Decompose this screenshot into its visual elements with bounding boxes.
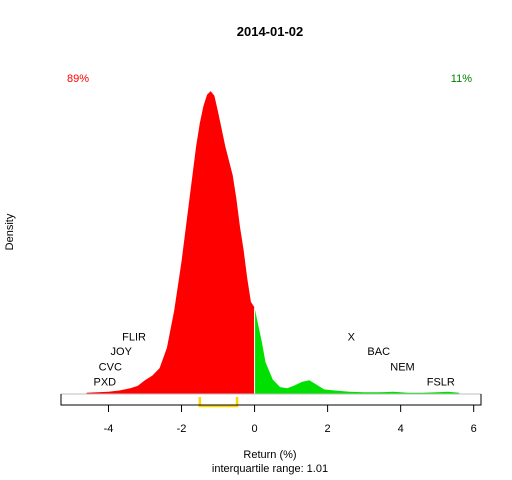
stock-label-x: X bbox=[348, 331, 356, 343]
axis-box bbox=[60, 394, 482, 406]
x-tick-label: -4 bbox=[104, 423, 114, 435]
x-axis: -4 -2 0 2 4 6 bbox=[60, 394, 482, 435]
x-tick-label: 2 bbox=[325, 423, 331, 435]
stock-label-cvc: CVC bbox=[99, 361, 122, 373]
x-tick-label: -2 bbox=[177, 423, 187, 435]
y-axis-label: Density bbox=[4, 213, 16, 250]
x-tick-label: 4 bbox=[398, 423, 404, 435]
iqr-subtitle: interquartile range: 1.01 bbox=[212, 463, 328, 475]
iqr-bracket bbox=[198, 397, 239, 408]
stock-label-bac: BAC bbox=[367, 346, 390, 358]
plot-frame bbox=[61, 394, 481, 405]
positive-share-label: 11% bbox=[451, 73, 472, 85]
stock-label-pxd: PXD bbox=[94, 376, 117, 388]
stock-label-joy: JOY bbox=[111, 346, 133, 358]
stock-label-fslr: FSLR bbox=[427, 376, 455, 388]
x-axis-label: Return (%) bbox=[243, 449, 296, 461]
positive-return-area bbox=[254, 307, 460, 394]
chart-title: 2014-01-02 bbox=[237, 24, 304, 39]
x-tick-label: 6 bbox=[471, 423, 477, 435]
negative-share-label: 89% bbox=[67, 73, 89, 85]
stock-label-flir: FLIR bbox=[122, 331, 146, 343]
iqr-bracket-line bbox=[198, 397, 239, 408]
stock-label-nem: NEM bbox=[390, 361, 414, 373]
negative-return-area bbox=[86, 91, 255, 394]
x-tick-label: 0 bbox=[252, 423, 258, 435]
